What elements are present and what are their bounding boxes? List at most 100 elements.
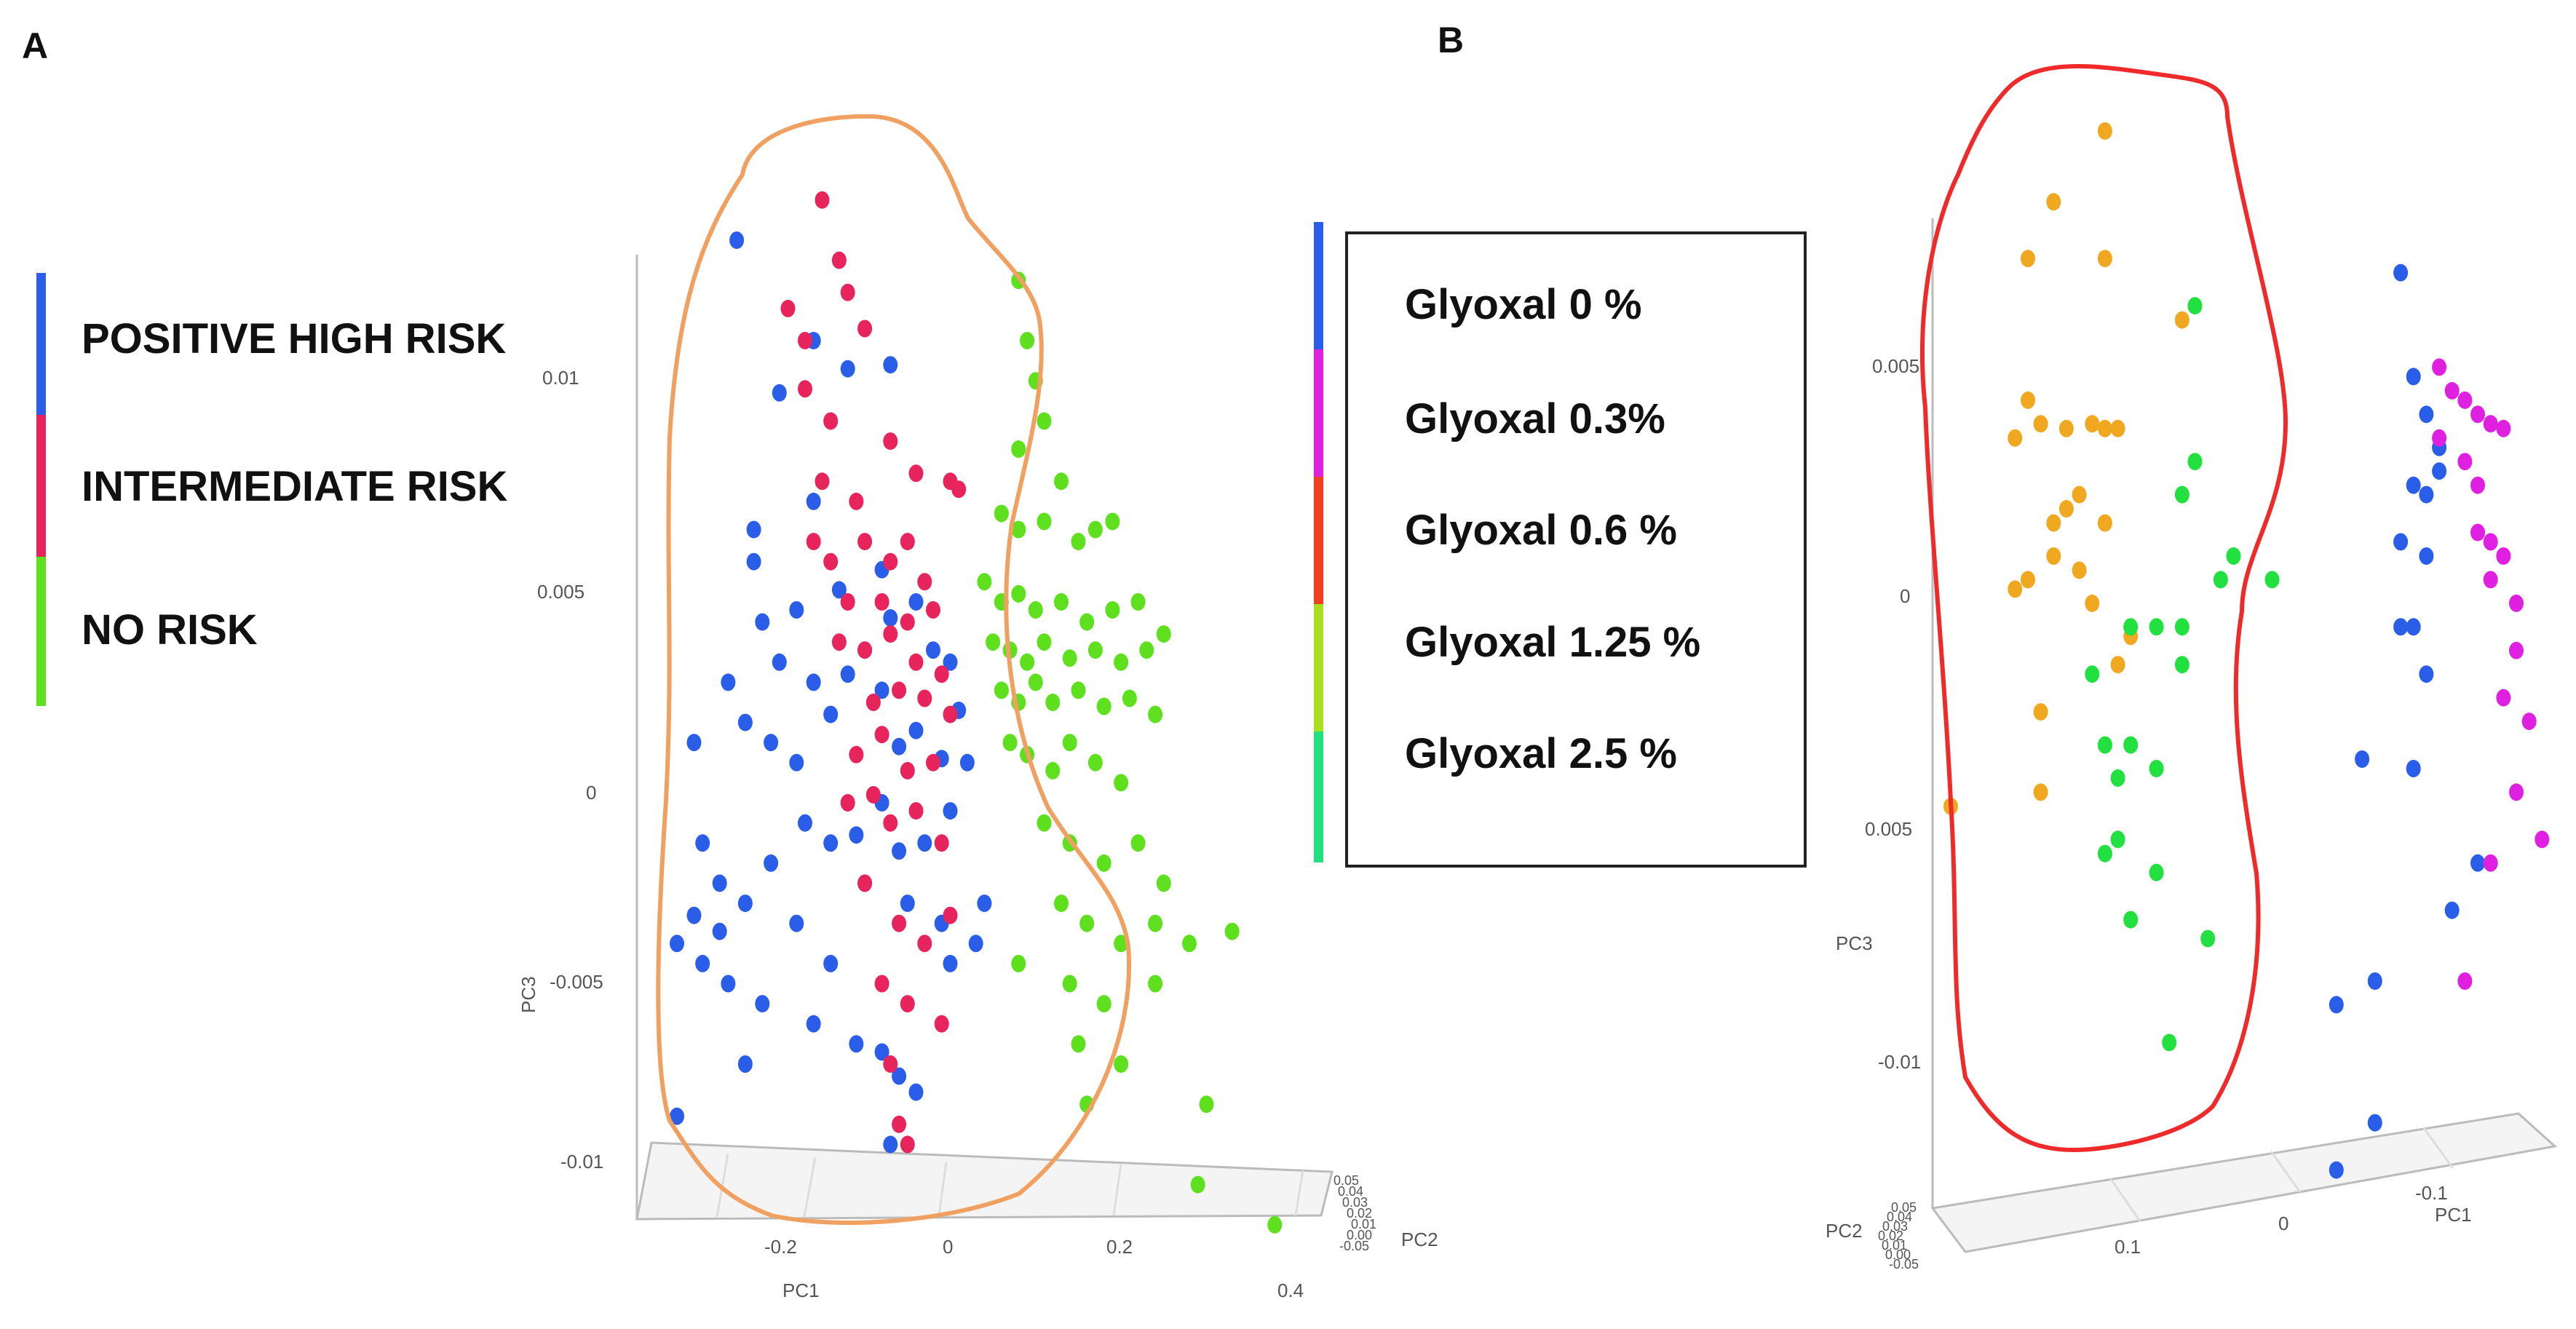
a-series-0-point-27 (908, 721, 924, 739)
a-series-1-point-7 (823, 412, 839, 430)
tick-b-x-1: 0 (2278, 1213, 2288, 1234)
a-series-0-point-59 (883, 1135, 898, 1154)
b-series-0-point-10 (2110, 419, 2125, 437)
b-series-2-point-9 (2393, 618, 2409, 636)
a-series-2-point-58 (1071, 1035, 1086, 1053)
legend-label-glyoxal-2-5: Glyoxal 2.5 % (1405, 730, 1677, 777)
outline-a (656, 114, 1131, 1225)
b-series-2-point-15 (2444, 901, 2460, 919)
a-series-2-point-1 (1020, 332, 1035, 349)
tick-a-z-1: 0.04 (1338, 1184, 1363, 1199)
a-series-1-point-41 (934, 834, 949, 852)
a-series-1-point-6 (798, 380, 812, 398)
grid-a-3 (938, 1162, 948, 1216)
a-series-0-point-54 (806, 1015, 821, 1033)
b-series-1-point-9 (2097, 736, 2112, 754)
legend-label-glyoxal-0-6: Glyoxal 0.6 % (1405, 507, 1677, 554)
a-series-1-point-37 (840, 794, 855, 812)
a-series-2-point-63 (1267, 1215, 1283, 1234)
tick-a-y-0: 0.01 (542, 367, 579, 389)
b-series-2-point-2 (2419, 405, 2434, 424)
a-series-2-point-19 (1130, 593, 1146, 611)
b-series-3-point-12 (2483, 571, 2498, 589)
grid-b-1 (2109, 1178, 2141, 1222)
tick-b-z-5: 0.00 (1885, 1247, 1911, 1262)
b-series-1-point-3 (2213, 571, 2228, 589)
a-series-1-point-15 (823, 552, 839, 571)
a-series-0-point-60 (670, 1107, 684, 1125)
a-series-0-point-30 (686, 734, 702, 752)
a-series-1-point-0 (815, 191, 830, 209)
a-series-1-point-50 (892, 1115, 907, 1133)
a-series-2-point-29 (994, 681, 1009, 699)
a-series-2-point-61 (1199, 1095, 1214, 1114)
b-series-0-point-9 (2097, 419, 2112, 437)
a-series-2-point-6 (994, 504, 1009, 523)
a-series-2-point-35 (1122, 689, 1137, 707)
legend-swatch-positive-high-risk (36, 273, 46, 415)
a-series-0-point-4 (883, 356, 898, 374)
a-series-1-point-8 (883, 432, 898, 451)
a-series-2-point-42 (1114, 774, 1129, 792)
b-series-0-point-11 (2072, 485, 2087, 504)
tick-b-z-1: 0.04 (1887, 1210, 1912, 1224)
b-series-2-point-7 (2393, 533, 2409, 551)
tick-a-y-2: 0 (586, 782, 596, 804)
a-series-0-point-64 (712, 922, 727, 940)
axes-a (635, 255, 1333, 1221)
a-series-2-point-14 (1011, 584, 1026, 603)
a-series-1-point-46 (874, 975, 889, 993)
a-series-0-point-23 (789, 753, 804, 771)
a-series-0-point-21 (737, 713, 753, 731)
legend-swatch-glyoxal-0 (1314, 222, 1323, 349)
b-series-0-point-2 (2021, 250, 2035, 268)
b-series-3-point-6 (2432, 429, 2447, 447)
points-b (1943, 122, 2550, 1179)
a-series-0-point-37 (849, 826, 864, 844)
axis-b-floor (1930, 1112, 2558, 1253)
a-series-2-point-17 (1079, 613, 1095, 631)
legend-swatch-glyoxal-2-5 (1314, 731, 1323, 862)
a-series-2-point-55 (1062, 975, 1077, 993)
tick-a-y-1: 0.005 (537, 581, 584, 603)
tick-b-z-0: 0.05 (1891, 1200, 1917, 1215)
b-series-3-point-3 (2470, 405, 2485, 424)
legend-swatch-glyoxal-0-3 (1314, 349, 1323, 477)
a-series-1-point-1 (831, 251, 847, 269)
a-series-2-point-8 (1037, 512, 1052, 531)
panel-b-label: B (1438, 20, 1464, 60)
b-series-2-point-10 (2406, 618, 2421, 636)
b-series-0-point-20 (2110, 656, 2125, 674)
a-series-0-point-36 (823, 834, 839, 852)
a-series-2-point-49 (1079, 914, 1095, 932)
a-series-0-point-24 (823, 705, 839, 723)
b-series-0-point-4 (2021, 391, 2035, 409)
a-series-1-point-38 (865, 786, 881, 804)
b-series-1-point-8 (2085, 665, 2100, 683)
a-series-2-point-50 (1114, 935, 1129, 953)
a-series-1-point-26 (883, 625, 898, 643)
a-series-1-point-49 (883, 1055, 898, 1073)
b-series-2-point-12 (2406, 760, 2421, 777)
b-series-0-point-3 (2097, 250, 2112, 268)
a-series-1-point-12 (849, 492, 864, 510)
a-series-1-point-16 (857, 533, 873, 551)
a-series-1-point-10 (951, 480, 967, 499)
axes-b (1930, 218, 2558, 1253)
b-series-1-point-16 (2123, 911, 2139, 929)
b-series-3-point-1 (2444, 381, 2460, 400)
b-series-2-point-14 (2470, 854, 2485, 872)
a-series-2-point-57 (1148, 975, 1163, 993)
b-series-0-point-16 (2072, 561, 2087, 579)
b-series-1-point-1 (2187, 453, 2203, 471)
a-series-0-point-42 (959, 753, 975, 771)
tick-a-z-5: 0.00 (1347, 1228, 1372, 1242)
tick-b-x-2: -0.1 (2415, 1182, 2448, 1204)
panel-b: Glyoxal 0 % Glyoxal 0.3% Glyoxal 0.6 % G… (1314, 64, 2558, 1272)
a-series-1-point-3 (780, 299, 796, 317)
a-series-1-point-40 (908, 802, 924, 820)
axis-b-ylabel: PC3 (1836, 932, 1873, 954)
b-series-1-point-10 (2123, 736, 2139, 754)
a-series-0-point-17 (806, 673, 821, 691)
tick-a-y-3: -0.005 (550, 971, 603, 993)
